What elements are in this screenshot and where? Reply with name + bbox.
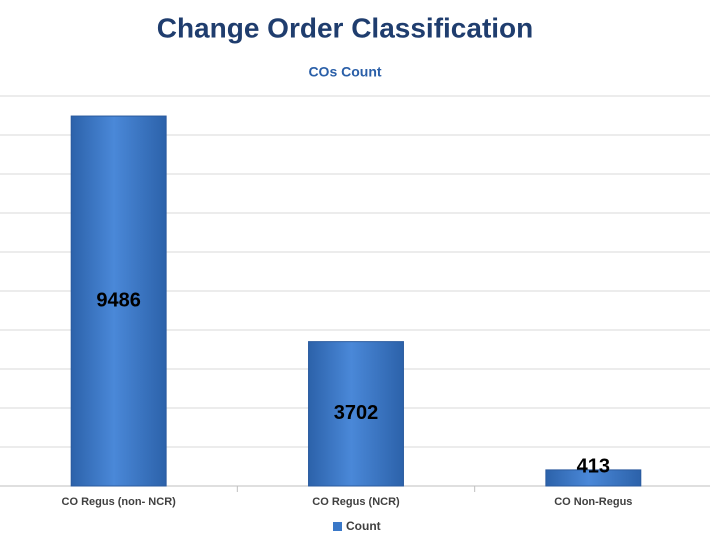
bar: [545, 469, 642, 487]
legend-label: Count: [346, 519, 381, 533]
data-label: 9486: [96, 289, 141, 311]
chart-subtitle: COs Count: [308, 64, 381, 80]
x-tick-label: CO Non-Regus: [554, 496, 632, 508]
data-label: 3702: [334, 402, 379, 424]
x-tick-label: CO Regus (NCR): [312, 496, 400, 508]
legend-swatch: [333, 522, 342, 531]
chart-title: Change Order Classification: [157, 12, 534, 43]
bar: [70, 115, 167, 487]
data-label: 413: [577, 455, 610, 477]
bar: [308, 341, 404, 487]
x-tick-label: CO Regus (non- NCR): [62, 496, 177, 508]
